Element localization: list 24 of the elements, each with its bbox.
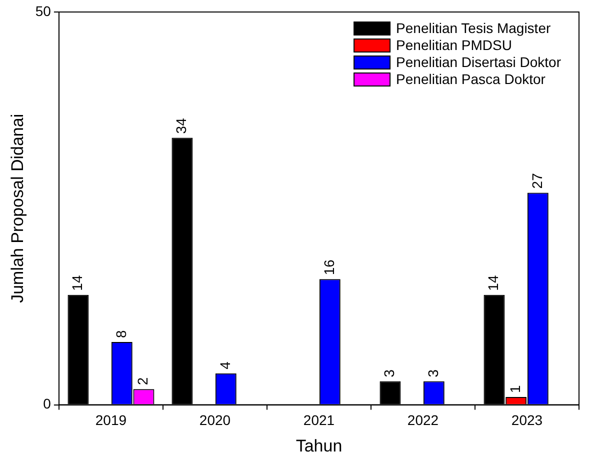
data-label: 3 — [381, 369, 398, 378]
y-axis-title: Jumlah Proposal Didanai — [8, 114, 27, 303]
data-label: 14 — [485, 275, 502, 291]
data-label: 14 — [69, 275, 86, 291]
y-tick-label: 50 — [35, 2, 52, 19]
data-label: 34 — [173, 118, 190, 134]
data-label: 8 — [112, 330, 129, 338]
x-axis-title: Tahun — [296, 436, 342, 456]
data-label: 16 — [320, 259, 337, 276]
legend-label: Penelitian Pasca Doktor — [396, 70, 546, 87]
data-label: 1 — [506, 384, 523, 393]
legend-label: Penelitian Disertasi Doktor — [396, 54, 562, 70]
y-tick-label: 0 — [43, 396, 52, 412]
x-tick-label: 2023 — [511, 412, 543, 428]
x-tick-label: 2022 — [407, 412, 439, 428]
legend-label: Penelitian PMDSU — [396, 36, 512, 53]
data-label: 27 — [528, 172, 545, 189]
data-label: 3 — [424, 369, 441, 378]
data-label: 2 — [134, 377, 151, 386]
data-label: 4 — [216, 361, 233, 370]
legend-label: Penelitian Tesis Magister — [396, 20, 551, 36]
x-tick-label: 2021 — [303, 412, 335, 428]
x-tick-label: 2020 — [199, 412, 231, 428]
x-tick-label: 2019 — [95, 412, 127, 428]
